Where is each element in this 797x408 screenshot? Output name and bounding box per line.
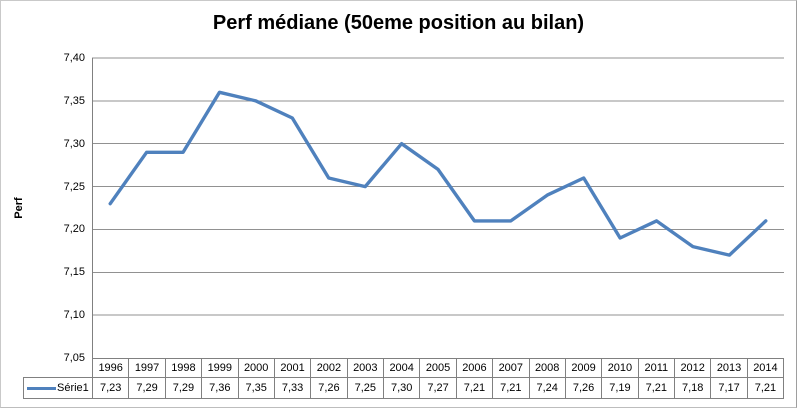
year-cell: 2005 bbox=[419, 359, 455, 377]
value-cell: 7,21 bbox=[637, 378, 674, 398]
year-cell: 2013 bbox=[710, 359, 746, 377]
year-cell: 2011 bbox=[637, 359, 674, 377]
value-cell: 7,17 bbox=[710, 378, 746, 398]
year-cell: 2014 bbox=[746, 359, 783, 377]
year-cell: 2012 bbox=[674, 359, 710, 377]
y-axis-tick-label: 7,15 bbox=[63, 266, 85, 279]
chart-title: Perf médiane (50eme position au bilan) bbox=[212, 12, 585, 34]
value-cell: 7,24 bbox=[528, 378, 565, 398]
year-cell: 2006 bbox=[455, 359, 492, 377]
y-axis-tick-label: 7,05 bbox=[63, 352, 85, 364]
year-cell: 1999 bbox=[201, 359, 237, 377]
year-cell: 2008 bbox=[528, 359, 565, 377]
legend-line-marker bbox=[27, 386, 56, 390]
y-axis-tick-label: 7,30 bbox=[63, 137, 85, 150]
value-cell: 7,21 bbox=[746, 378, 783, 398]
legend-label: Série1 bbox=[57, 382, 89, 394]
y-axis-tick-label: 7,25 bbox=[63, 180, 85, 193]
year-cell: 2007 bbox=[492, 359, 528, 377]
year-cell: 1997 bbox=[128, 359, 164, 377]
value-cell: 7,21 bbox=[492, 378, 528, 398]
value-cell: 7,21 bbox=[455, 378, 492, 398]
year-cell: 2001 bbox=[273, 359, 310, 377]
value-cell: 7,27 bbox=[419, 378, 455, 398]
y-axis-tick-label: 7,35 bbox=[63, 94, 85, 107]
value-cell: 7,26 bbox=[310, 378, 346, 398]
year-cell: 1998 bbox=[164, 359, 201, 377]
year-cell: 2010 bbox=[601, 359, 637, 377]
value-cell: 7,29 bbox=[128, 378, 164, 398]
year-cell: 2004 bbox=[383, 359, 419, 377]
year-cell: 2000 bbox=[237, 359, 274, 377]
value-cell: 7,18 bbox=[674, 378, 710, 398]
value-cell: 7,26 bbox=[564, 378, 601, 398]
value-cell: 7,23 bbox=[99, 382, 122, 394]
year-cell: 2003 bbox=[346, 359, 383, 377]
value-cell: 7,36 bbox=[201, 378, 237, 398]
data-table-value-row: 7,23 7,29 7,29 7,36 7,35 7,33 7,26 7,25 7,30 7,27… bbox=[93, 378, 783, 398]
data-table-year-row: 1996 1997 1998 1999 2000 2001 2002 2003 2004 2005… bbox=[93, 359, 783, 378]
year-cell: 2002 bbox=[310, 359, 346, 377]
value-cell: 7,30 bbox=[383, 378, 419, 398]
value-cell: 7,29 bbox=[164, 378, 201, 398]
y-axis-tick-label: 7,20 bbox=[63, 223, 85, 236]
value-cell: 7,19 bbox=[601, 378, 637, 398]
year-cell: 2009 bbox=[564, 359, 601, 377]
y-axis-tick-label: 7,10 bbox=[63, 309, 85, 322]
value-cell: 7,25 bbox=[346, 378, 383, 398]
y-axis-tick-label: 7,40 bbox=[63, 52, 85, 64]
data-table: 1996 1997 1998 1999 2000 2001 2002 2003 2004 2005… bbox=[92, 358, 784, 399]
year-cell: 1996 bbox=[98, 362, 123, 374]
legend: Série1 bbox=[23, 377, 93, 399]
value-cell: 7,33 bbox=[273, 378, 310, 398]
value-cell: 7,35 bbox=[237, 378, 274, 398]
